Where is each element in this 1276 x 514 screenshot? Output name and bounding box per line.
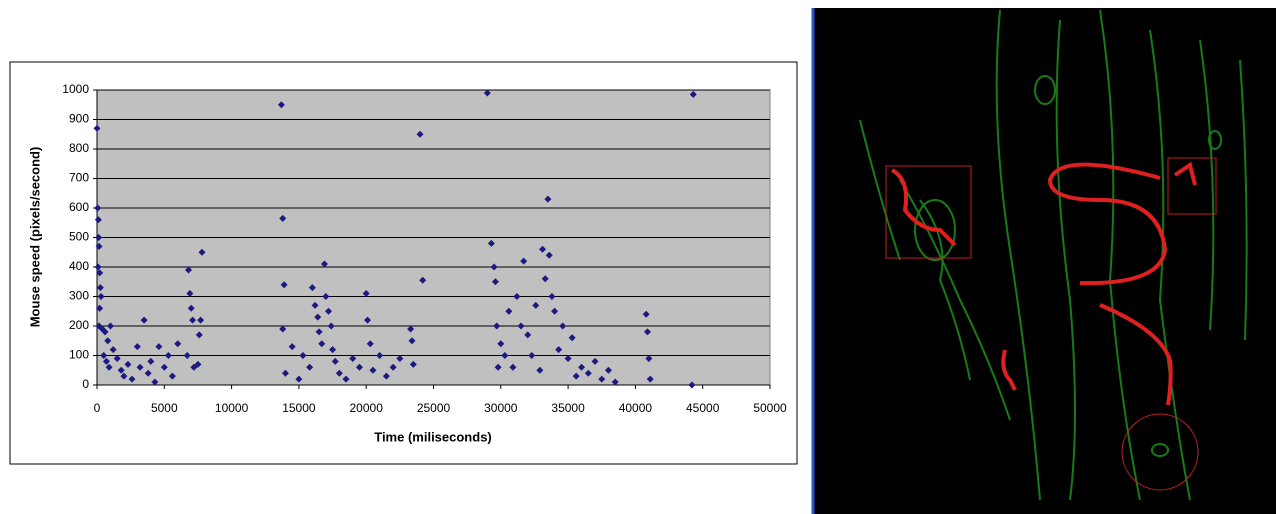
x-tick-label: 15000 bbox=[282, 401, 316, 415]
y-tick-label: 100 bbox=[69, 348, 89, 362]
x-tick-label: 45000 bbox=[686, 401, 720, 415]
x-tick-label: 10000 bbox=[215, 401, 249, 415]
x-tick-label: 25000 bbox=[417, 401, 451, 415]
page: 0100200300400500600700800900100005000100… bbox=[0, 0, 1276, 514]
x-axis-title: Time (miliseconds) bbox=[374, 429, 492, 444]
x-tick-label: 40000 bbox=[619, 401, 653, 415]
y-tick-label: 700 bbox=[69, 171, 89, 185]
y-tick-label: 600 bbox=[69, 200, 89, 214]
y-tick-label: 0 bbox=[82, 377, 89, 391]
y-tick-label: 500 bbox=[69, 230, 89, 244]
y-tick-label: 400 bbox=[69, 259, 89, 273]
y-axis-title: Mouse speed (pixels/second) bbox=[27, 147, 42, 328]
y-tick-label: 300 bbox=[69, 289, 89, 303]
y-tick-label: 800 bbox=[69, 141, 89, 155]
x-tick-label: 5000 bbox=[151, 401, 178, 415]
y-tick-label: 1000 bbox=[62, 82, 89, 96]
y-tick-label: 900 bbox=[69, 112, 89, 126]
x-tick-label: 0 bbox=[94, 401, 101, 415]
x-tick-label: 30000 bbox=[484, 401, 518, 415]
micrograph bbox=[812, 8, 1276, 514]
x-tick-label: 50000 bbox=[753, 401, 787, 415]
x-tick-label: 20000 bbox=[350, 401, 384, 415]
y-tick-label: 200 bbox=[69, 318, 89, 332]
x-tick-label: 35000 bbox=[551, 401, 585, 415]
